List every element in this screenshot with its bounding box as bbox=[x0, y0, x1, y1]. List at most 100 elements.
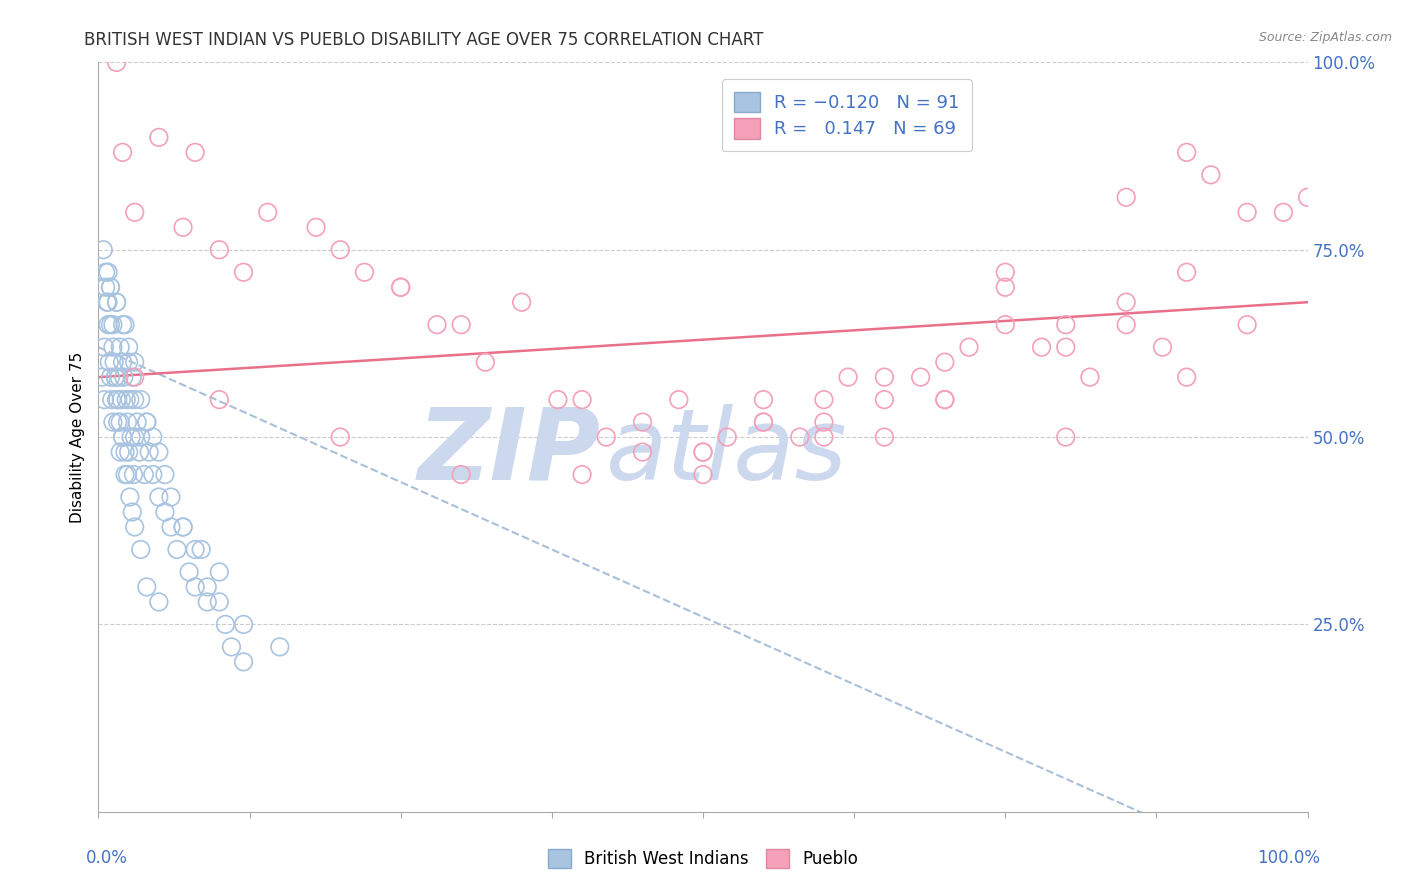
Text: Source: ZipAtlas.com: Source: ZipAtlas.com bbox=[1258, 31, 1392, 45]
Point bbox=[813, 392, 835, 407]
Point bbox=[934, 392, 956, 407]
Point bbox=[692, 445, 714, 459]
Point bbox=[124, 355, 146, 369]
Point bbox=[118, 445, 141, 459]
Point bbox=[128, 445, 150, 459]
Point bbox=[121, 370, 143, 384]
Point bbox=[117, 467, 139, 482]
Point bbox=[118, 340, 141, 354]
Point bbox=[105, 55, 128, 70]
Point bbox=[142, 467, 165, 482]
Point bbox=[101, 318, 124, 332]
Point bbox=[195, 595, 218, 609]
Y-axis label: Disability Age Over 75: Disability Age Over 75 bbox=[69, 351, 84, 523]
Point bbox=[97, 295, 120, 310]
Point bbox=[134, 467, 156, 482]
Point bbox=[148, 445, 170, 459]
Point bbox=[100, 318, 122, 332]
Point bbox=[873, 370, 896, 384]
Point bbox=[1175, 370, 1198, 384]
Point bbox=[100, 392, 122, 407]
Point bbox=[124, 520, 146, 534]
Point bbox=[631, 415, 654, 429]
Point bbox=[110, 392, 132, 407]
Point bbox=[214, 617, 236, 632]
Point bbox=[108, 340, 131, 354]
Point bbox=[232, 617, 254, 632]
Point bbox=[104, 370, 127, 384]
Point bbox=[97, 265, 120, 279]
Point bbox=[1031, 340, 1053, 354]
Legend: British West Indians, Pueblo: British West Indians, Pueblo bbox=[541, 842, 865, 875]
Point bbox=[148, 595, 170, 609]
Point bbox=[142, 430, 165, 444]
Point bbox=[111, 430, 134, 444]
Point bbox=[752, 392, 775, 407]
Point bbox=[232, 265, 254, 279]
Point bbox=[129, 430, 152, 444]
Point bbox=[692, 467, 714, 482]
Point bbox=[111, 145, 134, 160]
Point bbox=[101, 415, 124, 429]
Point bbox=[994, 280, 1017, 294]
Point bbox=[114, 445, 136, 459]
Point bbox=[105, 295, 128, 310]
Point bbox=[111, 355, 134, 369]
Point bbox=[1078, 370, 1101, 384]
Point bbox=[813, 415, 835, 429]
Point bbox=[305, 220, 328, 235]
Text: 0.0%: 0.0% bbox=[86, 849, 128, 867]
Point bbox=[114, 467, 136, 482]
Point bbox=[108, 370, 131, 384]
Point bbox=[117, 415, 139, 429]
Point bbox=[994, 318, 1017, 332]
Point bbox=[474, 355, 496, 369]
Point bbox=[1199, 168, 1222, 182]
Point bbox=[172, 220, 194, 235]
Point bbox=[108, 415, 131, 429]
Point bbox=[957, 340, 980, 354]
Point bbox=[1115, 318, 1137, 332]
Point bbox=[994, 265, 1017, 279]
Point bbox=[873, 430, 896, 444]
Point bbox=[873, 392, 896, 407]
Point bbox=[595, 430, 617, 444]
Point bbox=[100, 370, 122, 384]
Point bbox=[94, 280, 117, 294]
Point bbox=[101, 340, 124, 354]
Point bbox=[122, 467, 145, 482]
Point bbox=[111, 430, 134, 444]
Point bbox=[103, 355, 125, 369]
Point bbox=[450, 467, 472, 482]
Point bbox=[1115, 190, 1137, 204]
Point bbox=[91, 243, 114, 257]
Point bbox=[94, 265, 117, 279]
Point bbox=[256, 205, 278, 219]
Text: 100.0%: 100.0% bbox=[1257, 849, 1320, 867]
Point bbox=[571, 392, 593, 407]
Point bbox=[115, 392, 138, 407]
Point bbox=[166, 542, 188, 557]
Point bbox=[329, 430, 352, 444]
Point bbox=[716, 430, 738, 444]
Point bbox=[111, 318, 134, 332]
Point bbox=[190, 542, 212, 557]
Point bbox=[148, 130, 170, 145]
Point bbox=[135, 415, 157, 429]
Point bbox=[752, 415, 775, 429]
Point bbox=[208, 565, 231, 579]
Point bbox=[1115, 295, 1137, 310]
Point bbox=[124, 205, 146, 219]
Point bbox=[1054, 340, 1077, 354]
Point bbox=[184, 580, 207, 594]
Point bbox=[208, 243, 231, 257]
Point bbox=[837, 370, 859, 384]
Point bbox=[510, 295, 533, 310]
Point bbox=[160, 520, 183, 534]
Point bbox=[426, 318, 449, 332]
Point bbox=[1272, 205, 1295, 219]
Point bbox=[124, 392, 146, 407]
Point bbox=[789, 430, 811, 444]
Point bbox=[138, 445, 160, 459]
Point bbox=[813, 430, 835, 444]
